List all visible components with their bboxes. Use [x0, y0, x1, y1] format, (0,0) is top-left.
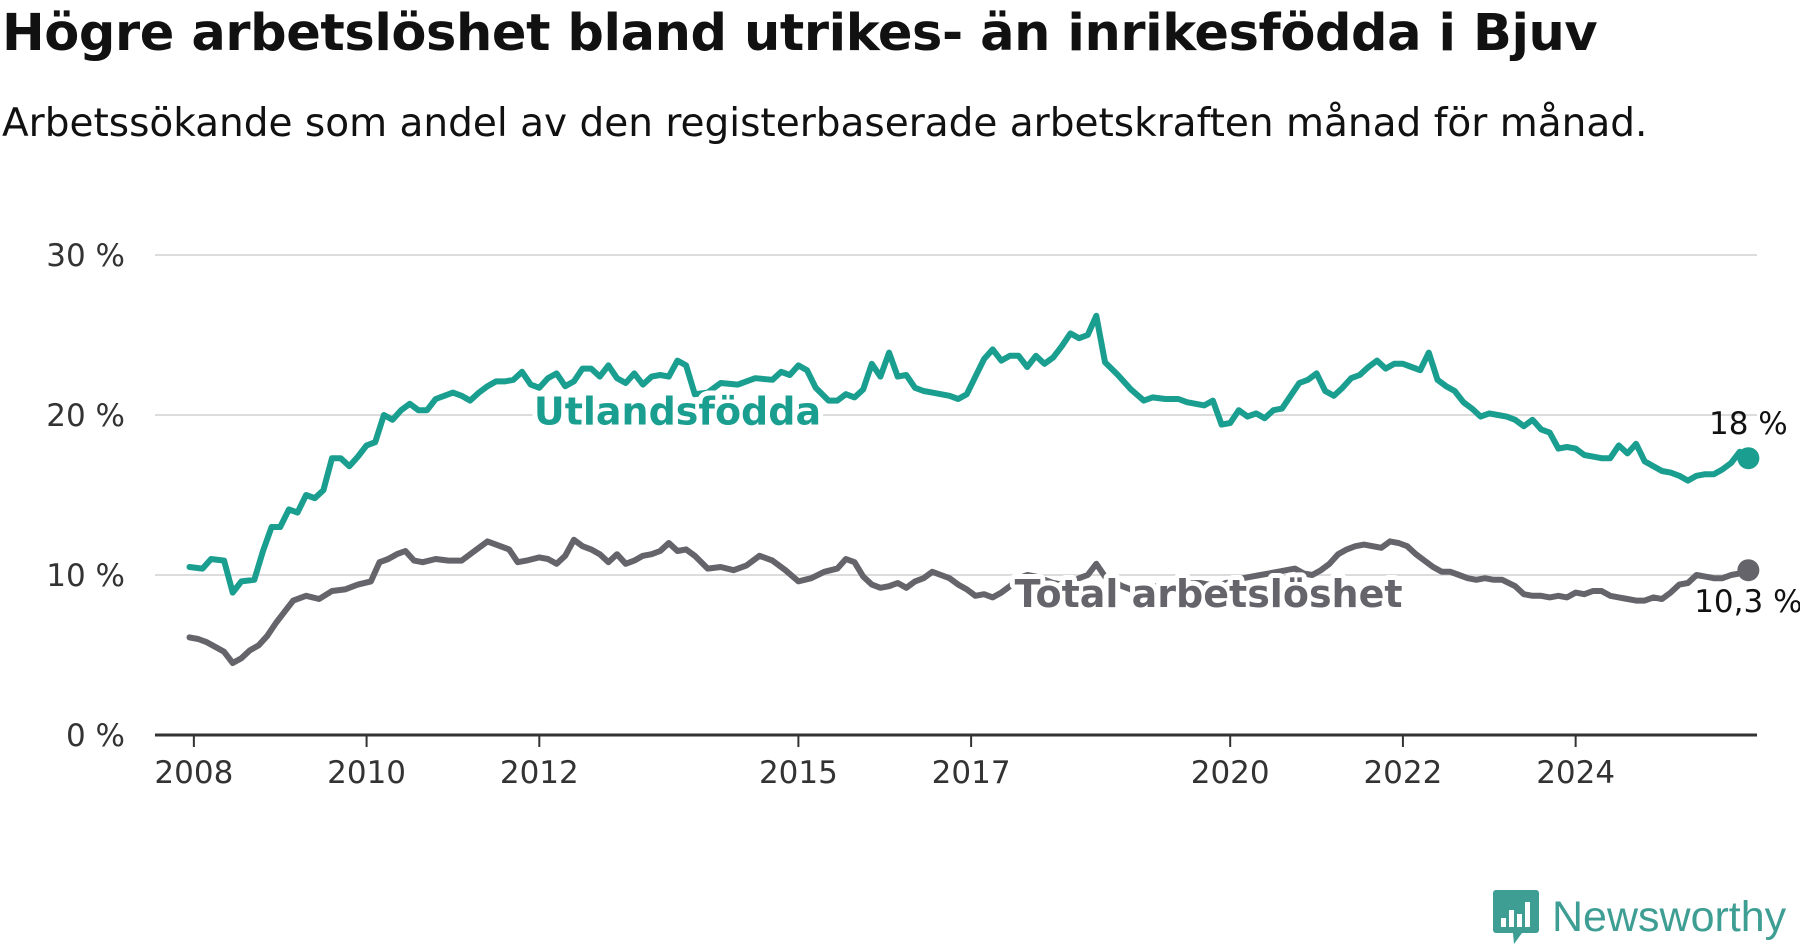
chart-subtitle: Arbetssökande som andel av den registerb… — [2, 101, 1648, 146]
x-tick-label: 2020 — [1191, 755, 1270, 791]
x-tick-label: 2022 — [1363, 755, 1442, 791]
end-point-utlandsfodda — [1737, 447, 1760, 470]
x-axis: 2008 2010 2012 2015 2017 2020 2022 2024 — [154, 733, 1757, 791]
end-label-utlandsfodda: 18 % — [1709, 406, 1788, 442]
series-label-utlandsfodda: Utlandsfödda — [534, 390, 821, 434]
x-tick-label: 2008 — [154, 755, 233, 791]
x-tick-label: 2015 — [759, 755, 838, 791]
series-lines — [186, 312, 1760, 666]
y-tick-label: 30 % — [46, 238, 125, 274]
y-tick-label: 0 % — [66, 718, 125, 754]
x-tick-label: 2024 — [1536, 755, 1615, 791]
end-label-total: 10,3 % — [1694, 584, 1800, 620]
y-tick-label: 10 % — [46, 558, 125, 594]
series-label-total: Total arbetslöshet — [1015, 572, 1403, 616]
x-tick-label: 2012 — [500, 755, 579, 791]
series-line-utlandsfodda — [186, 312, 1752, 596]
series-labels: Utlandsfödda Total arbetslöshet 18 % 10,3 % — [529, 385, 1800, 621]
y-axis-ticks: 0 % 10 % 20 % 30 % — [46, 238, 125, 754]
y-tick-label: 20 % — [46, 398, 125, 434]
x-tick-label: 2017 — [932, 755, 1011, 791]
series-line-total — [186, 536, 1752, 666]
newsworthy-logo-text: Newsworthy — [1552, 892, 1787, 941]
end-point-total — [1737, 559, 1760, 582]
x-tick-label: 2010 — [327, 755, 406, 791]
newsworthy-logo[interactable]: Newsworthy — [1492, 888, 1786, 946]
newsworthy-logo-icon — [1493, 890, 1539, 944]
chart-title: Högre arbetslöshet bland utrikes- än inr… — [2, 4, 1598, 63]
